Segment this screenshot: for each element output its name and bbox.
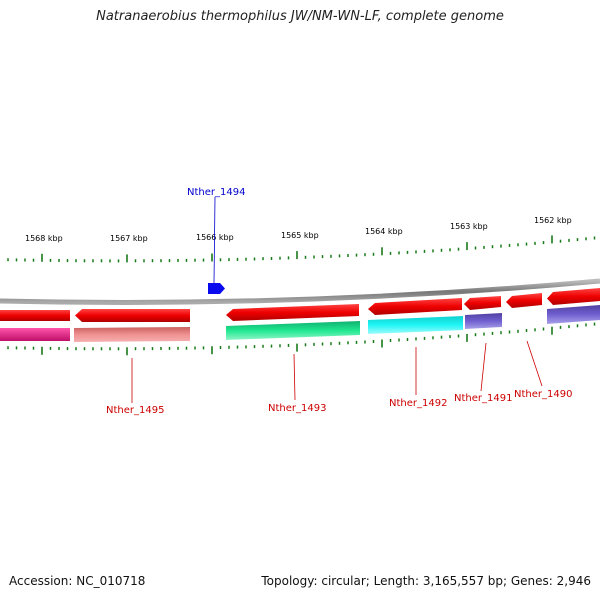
label-nther-1490[interactable]: Nther_1490 [514,389,572,400]
ruler-labels: 1568 kbp 1567 kbp 1566 kbp 1565 kbp 1564… [25,216,572,243]
label-nther-1495[interactable]: Nther_1495 [106,405,164,416]
inner-feature-green[interactable] [226,321,360,340]
reverse-strand-features [0,288,600,322]
label-nther-1492[interactable]: Nther_1492 [389,398,447,409]
feature-nther-1490[interactable] [506,293,542,308]
leader-nther-1494 [213,196,216,284]
genome-backbone [0,278,600,305]
tick-label-1562: 1562 kbp [534,216,572,225]
leader-nther-1490 [526,340,543,387]
leader-nther-1491 [480,342,487,392]
label-nther-1494[interactable]: Nther_1494 [187,187,245,198]
tick-label-1568: 1568 kbp [25,234,63,243]
feature-nther-1492[interactable] [368,298,462,315]
tick-label-1563: 1563 kbp [450,222,488,231]
accession-text: Accession: NC_010718 [9,574,146,588]
inner-features [0,305,600,342]
gene-labels: Nther_1494 Nther_1495 Nther_1493 Nther_1… [106,187,572,416]
label-nther-1491[interactable]: Nther_1491 [454,393,512,404]
tick-label-1564: 1564 kbp [365,227,403,236]
label-nther-1493[interactable]: Nther_1493 [268,403,326,414]
nther-1494-arrow[interactable] [208,283,225,294]
inner-feature-magenta[interactable] [0,328,70,341]
map-title: Natranaerobius thermophilus JW/NM-WN-LF,… [96,9,504,24]
feature-nther-1491[interactable] [464,296,501,310]
lower-ruler [7,322,596,356]
inner-feature-salmon[interactable] [74,327,190,342]
tick-label-1567: 1567 kbp [110,234,148,243]
upper-ruler [7,235,596,263]
feature-far-right[interactable] [547,288,600,305]
gene-leaders [131,196,543,403]
feature-far-left[interactable] [0,310,70,321]
feature-nther-1493[interactable] [226,304,359,321]
tick-label-1565: 1565 kbp [281,231,319,240]
inner-feature-purple[interactable] [465,313,502,329]
inner-feature-cyan[interactable] [368,316,463,334]
leader-nther-1493 [293,353,296,401]
feature-nther-1495[interactable] [75,309,190,322]
genome-summary-text: Topology: circular; Length: 3,165,557 bp… [261,574,591,588]
inner-feature-purple-right[interactable] [547,305,600,324]
